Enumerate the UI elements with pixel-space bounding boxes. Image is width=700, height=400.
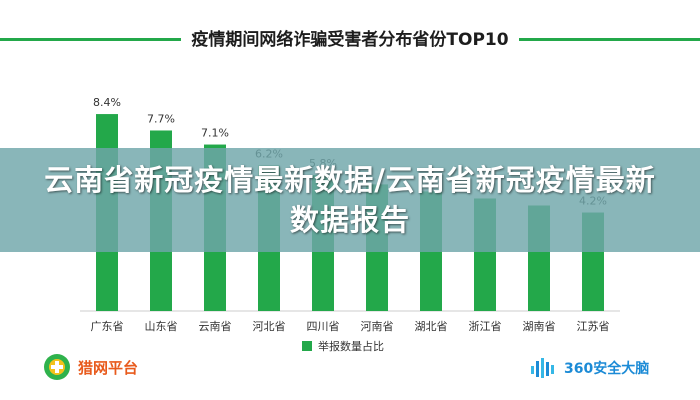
footer-brand-left: 猎网平台 <box>42 352 138 382</box>
x-tick-label-6: 湖北省 <box>415 320 448 333</box>
x-tick-label-8: 湖南省 <box>523 320 556 333</box>
x-tick-label-4: 四川省 <box>307 320 340 333</box>
lie-wang-logo-icon <box>44 354 70 380</box>
footer-right-text: 360安全大脑 <box>564 361 650 377</box>
legend-label: 举报数量占比 <box>318 340 384 353</box>
bar-label-2: 7.1% <box>201 127 229 140</box>
headline-banner: 云南省新冠疫情最新数据/云南省新冠疫情最新数据报告 <box>0 148 700 252</box>
footer-brand-right: 360安全大脑 <box>530 354 649 382</box>
brain-logo-icon <box>531 358 554 378</box>
legend: 举报数量占比 <box>302 339 384 353</box>
headline-text: 云南省新冠疫情最新数据/云南省新冠疫情最新数据报告 <box>44 163 656 237</box>
bar-label-0: 8.4% <box>93 96 121 109</box>
chart-title: 疫情期间网络诈骗受害者分布省份TOP10 <box>181 28 519 52</box>
x-tick-label-0: 广东省 <box>91 320 124 333</box>
footer-left-text: 猎网平台 <box>78 358 139 377</box>
bar-label-1: 7.7% <box>147 112 175 125</box>
x-tick-label-5: 河南省 <box>361 320 394 333</box>
legend-swatch <box>302 341 312 351</box>
x-tick-label-3: 河北省 <box>253 320 286 333</box>
x-tick-label-2: 云南省 <box>199 320 232 333</box>
chart-title-bar: 疫情期间网络诈骗受害者分布省份TOP10 <box>0 28 700 52</box>
x-tick-label-1: 山东省 <box>145 320 178 333</box>
x-tick-label-9: 江苏省 <box>577 320 610 333</box>
x-tick-label-7: 浙江省 <box>469 320 502 333</box>
